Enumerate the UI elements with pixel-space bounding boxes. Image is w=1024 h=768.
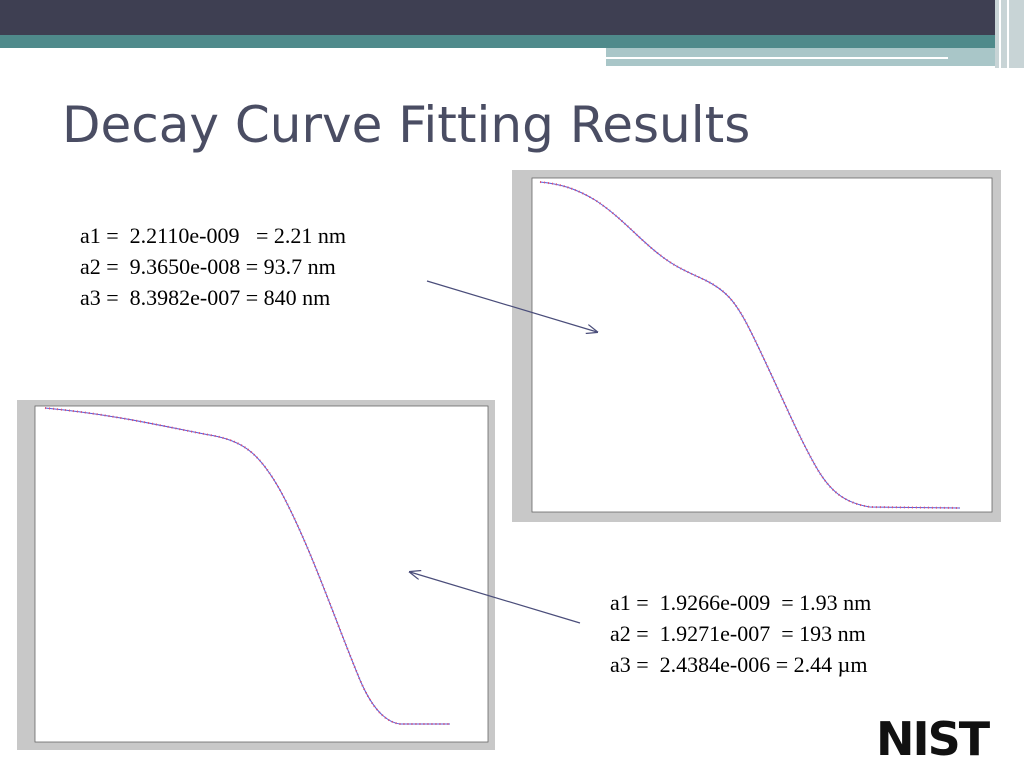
arrow xyxy=(410,572,581,624)
top-stripe xyxy=(0,35,1024,48)
fit-results: a1 = 2.2110e-009 = 2.21 nm a2 = 9.3650e-… xyxy=(80,220,346,313)
top-bar xyxy=(0,0,1024,35)
plot-area xyxy=(34,405,489,743)
fit-line: a2 = 1.9271e-007 = 193 nm xyxy=(610,621,866,646)
plot-area xyxy=(531,177,993,513)
slide-title: Decay Curve Fitting Results xyxy=(62,96,751,154)
data-points xyxy=(539,181,961,509)
fit-line: a3 = 8.3982e-007 = 840 nm xyxy=(80,285,331,310)
data-points xyxy=(44,407,450,725)
arrow xyxy=(426,280,597,332)
fit-line: a1 = 1.9266e-009 = 1.93 nm xyxy=(610,590,872,615)
fit-line: a2 = 9.3650e-008 = 93.7 nm xyxy=(80,254,336,279)
logo: NIST xyxy=(876,712,990,766)
fit-results: a1 = 1.9266e-009 = 1.93 nm a2 = 1.9271e-… xyxy=(610,587,871,680)
fit-line: a3 = 2.4384e-006 = 2.44 µm xyxy=(610,652,868,677)
fit-line: a1 = 2.2110e-009 = 2.21 nm xyxy=(80,223,346,248)
